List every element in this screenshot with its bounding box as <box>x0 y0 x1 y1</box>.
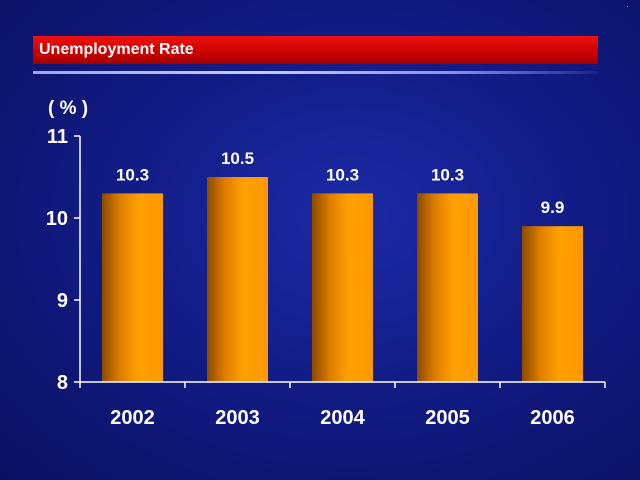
ticks-layer <box>74 135 606 388</box>
corner-mark: · <box>626 2 629 11</box>
bar-2002 <box>102 193 163 382</box>
data-label-2006: 9.9 <box>541 198 565 217</box>
y-axis-unit-label: ( % ) <box>48 98 88 119</box>
data-label-2005: 10.3 <box>431 165 464 184</box>
y-tick-label: 11 <box>47 126 68 148</box>
bar-2005 <box>417 193 478 382</box>
x-tick-label-2003: 2003 <box>215 407 260 429</box>
x-tick-label-2005: 2005 <box>425 407 470 429</box>
chart-title: Unemployment Rate <box>33 36 598 64</box>
y-tick-label: 9 <box>57 290 68 312</box>
x-tick-label-2006: 2006 <box>530 407 575 429</box>
bar-2003 <box>207 177 268 382</box>
data-label-2002: 10.3 <box>116 165 149 184</box>
bar-2004 <box>312 193 373 382</box>
bar-2006 <box>522 226 583 382</box>
title-underline <box>33 71 598 74</box>
data-label-2003: 10.5 <box>221 149 254 168</box>
data-label-2004: 10.3 <box>326 165 359 184</box>
x-tick-label-2002: 2002 <box>110 407 155 429</box>
x-tick-label-2004: 2004 <box>320 407 365 429</box>
labels-layer: 8 9 10 11 10.3 2002 10.5 2003 10.3 2004 10.3 2005 9.… <box>46 126 575 429</box>
bars-layer <box>102 177 583 382</box>
y-tick-label: 8 <box>57 372 68 394</box>
y-tick-label: 10 <box>46 208 68 230</box>
